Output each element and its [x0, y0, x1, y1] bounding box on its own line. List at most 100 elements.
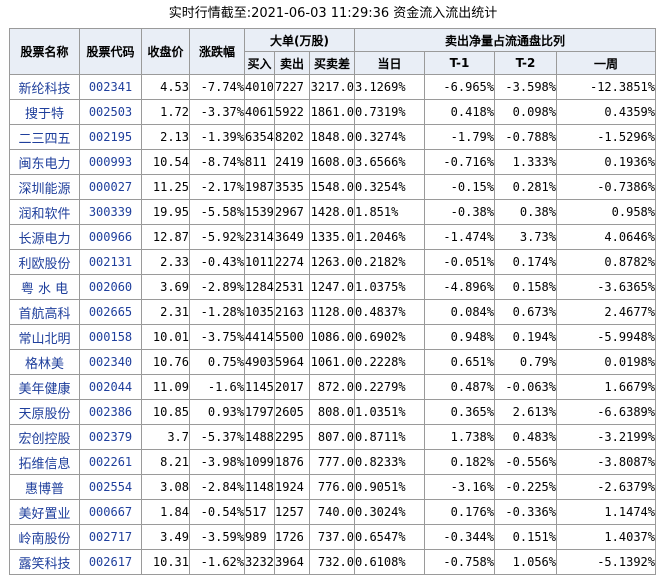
stock-code-link[interactable]: 000966 [79, 224, 142, 250]
stock-name-link[interactable]: 宏创控股 [9, 424, 80, 450]
sell-cell: 3964 [274, 549, 310, 575]
close-price-cell: 2.33 [141, 249, 190, 275]
change-pct-cell: -3.75% [189, 324, 245, 350]
change-pct-cell: -0.43% [189, 249, 245, 275]
t1-ratio-cell: 0.182% [424, 449, 495, 475]
stock-name-link[interactable]: 惠博普 [9, 474, 80, 500]
t1-ratio-cell: 0.948% [424, 324, 495, 350]
stock-name-link[interactable]: 新纶科技 [9, 74, 80, 100]
header-net: 买卖差 [309, 51, 355, 75]
stock-name-link[interactable]: 常山北明 [9, 324, 80, 350]
close-price-cell: 4.53 [141, 74, 190, 100]
header-change-pct: 涨跌幅 [189, 28, 245, 75]
stock-code-link[interactable]: 002386 [79, 399, 142, 425]
week-ratio-cell: -5.9948% [556, 324, 656, 350]
week-ratio-cell: 0.4359% [556, 99, 656, 125]
stock-name-link[interactable]: 二三四五 [9, 124, 80, 150]
stock-code-link[interactable]: 002617 [79, 549, 142, 575]
stock-name-link[interactable]: 拓维信息 [9, 449, 80, 475]
t2-ratio-cell: 0.098% [494, 99, 557, 125]
stock-code-link[interactable]: 002261 [79, 449, 142, 475]
stock-code-link[interactable]: 002503 [79, 99, 142, 125]
header-sell: 卖出 [274, 51, 310, 75]
today-ratio-cell: 0.3024% [354, 499, 425, 525]
table-row: 二三四五 002195 2.13 -1.39% 6354 8202 1848.0 0.3274… [9, 124, 656, 150]
stock-code-link[interactable]: 000667 [79, 499, 142, 525]
change-pct-cell: 0.75% [189, 349, 245, 375]
sell-cell: 8202 [274, 124, 310, 150]
sell-cell: 5922 [274, 99, 310, 125]
sell-cell: 2163 [274, 299, 310, 325]
change-pct-cell: -2.84% [189, 474, 245, 500]
stock-name-link[interactable]: 深圳能源 [9, 174, 80, 200]
stock-name-link[interactable]: 长源电力 [9, 224, 80, 250]
table-row: 天原股份 002386 10.85 0.93% 1797 2605 808.0 1.0351%… [9, 399, 656, 425]
t1-ratio-cell: -1.79% [424, 124, 495, 150]
stock-name-link[interactable]: 利欧股份 [9, 249, 80, 275]
buy-cell: 1145 [244, 374, 275, 400]
stock-name-link[interactable]: 搜于特 [9, 99, 80, 125]
today-ratio-cell: 0.4837% [354, 299, 425, 325]
week-ratio-cell: 1.4037% [556, 524, 656, 550]
change-pct-cell: -1.6% [189, 374, 245, 400]
t2-ratio-cell: -0.225% [494, 474, 557, 500]
stock-name-link[interactable]: 露笑科技 [9, 549, 80, 575]
stock-code-link[interactable]: 300339 [79, 199, 142, 225]
stock-name-link[interactable]: 闽东电力 [9, 149, 80, 175]
stock-code-link[interactable]: 002340 [79, 349, 142, 375]
t2-ratio-cell: 2.613% [494, 399, 557, 425]
close-price-cell: 10.01 [141, 324, 190, 350]
stock-code-link[interactable]: 000027 [79, 174, 142, 200]
net-cell: 1263.0 [309, 249, 355, 275]
change-pct-cell: 0.93% [189, 399, 245, 425]
buy-cell: 989 [244, 524, 275, 550]
net-cell: 807.0 [309, 424, 355, 450]
change-pct-cell: -7.74% [189, 74, 245, 100]
stock-code-link[interactable]: 002341 [79, 74, 142, 100]
stock-code-link[interactable]: 002665 [79, 299, 142, 325]
table-row: 闽东电力 000993 10.54 -8.74% 811 2419 1608.0 3.6566… [9, 149, 656, 175]
stock-code-link[interactable]: 002379 [79, 424, 142, 450]
stock-name-link[interactable]: 粤 水 电 [9, 274, 80, 300]
week-ratio-cell: 1.6679% [556, 374, 656, 400]
net-cell: 732.0 [309, 549, 355, 575]
t2-ratio-cell: 0.38% [494, 199, 557, 225]
stock-code-link[interactable]: 002554 [79, 474, 142, 500]
stock-code-link[interactable]: 000158 [79, 324, 142, 350]
stock-name-link[interactable]: 润和软件 [9, 199, 80, 225]
buy-cell: 517 [244, 499, 275, 525]
stock-name-link[interactable]: 美年健康 [9, 374, 80, 400]
stock-code-link[interactable]: 002131 [79, 249, 142, 275]
buy-cell: 3232 [244, 549, 275, 575]
net-cell: 1128.0 [309, 299, 355, 325]
fund-flow-table: 股票名称 股票代码 收盘价 涨跌幅 大单(万股) 卖出净量占流通盘比列 买入 卖… [9, 28, 656, 575]
table-row: 露笑科技 002617 10.31 -1.62% 3232 3964 732.0 0.6108… [9, 549, 656, 575]
buy-cell: 1987 [244, 174, 275, 200]
stock-code-link[interactable]: 000993 [79, 149, 142, 175]
stock-name-link[interactable]: 首航高科 [9, 299, 80, 325]
header-stock-name: 股票名称 [9, 28, 80, 75]
change-pct-cell: -1.39% [189, 124, 245, 150]
net-cell: 3217.0 [309, 74, 355, 100]
stock-code-link[interactable]: 002195 [79, 124, 142, 150]
stock-code-link[interactable]: 002717 [79, 524, 142, 550]
net-cell: 1335.0 [309, 224, 355, 250]
change-pct-cell: -3.59% [189, 524, 245, 550]
stock-name-link[interactable]: 天原股份 [9, 399, 80, 425]
t2-ratio-cell: 1.333% [494, 149, 557, 175]
week-ratio-cell: -1.5296% [556, 124, 656, 150]
net-cell: 1086.0 [309, 324, 355, 350]
stock-code-link[interactable]: 002044 [79, 374, 142, 400]
net-cell: 1061.0 [309, 349, 355, 375]
change-pct-cell: -5.58% [189, 199, 245, 225]
stock-name-link[interactable]: 岭南股份 [9, 524, 80, 550]
close-price-cell: 19.95 [141, 199, 190, 225]
stock-code-link[interactable]: 002060 [79, 274, 142, 300]
sell-cell: 5964 [274, 349, 310, 375]
header-row-top: 股票名称 股票代码 收盘价 涨跌幅 大单(万股) 卖出净量占流通盘比列 [9, 28, 656, 75]
today-ratio-cell: 0.7319% [354, 99, 425, 125]
stock-name-link[interactable]: 美好置业 [9, 499, 80, 525]
change-pct-cell: -5.92% [189, 224, 245, 250]
stock-name-link[interactable]: 格林美 [9, 349, 80, 375]
week-ratio-cell: 0.1936% [556, 149, 656, 175]
